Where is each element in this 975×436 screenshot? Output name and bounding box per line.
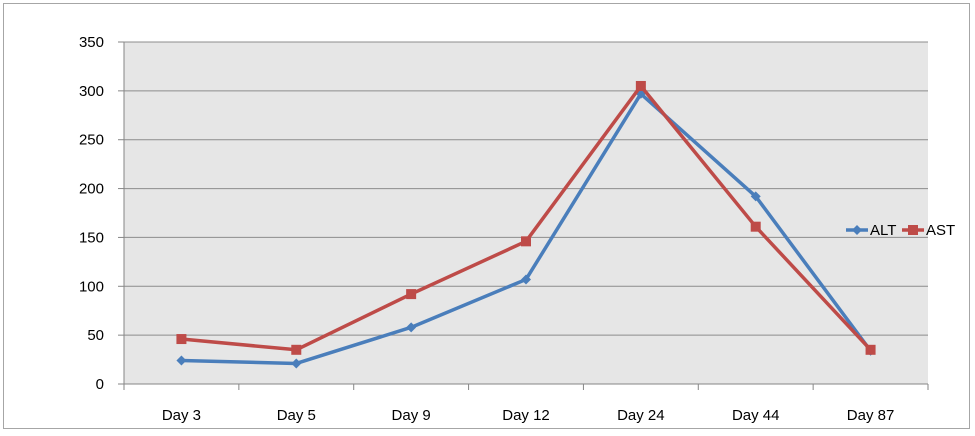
y-tick-label: 0: [96, 376, 104, 393]
data-point-ast: [865, 344, 876, 355]
data-point-ast: [176, 334, 187, 345]
x-tick-label: Day 12: [502, 407, 550, 424]
gridlines: [124, 41, 928, 336]
data-point-alt: [406, 322, 417, 333]
legend-label: ALT: [870, 222, 896, 239]
x-tick-label: Day 9: [392, 407, 431, 424]
y-tick-label: 250: [79, 132, 104, 149]
data-point-ast: [521, 236, 531, 247]
legend-label: AST: [926, 222, 955, 239]
series-ast: [176, 80, 876, 355]
y-tick-label: 350: [79, 34, 104, 51]
legend-marker: [908, 225, 918, 235]
data-point-ast: [406, 289, 417, 300]
y-tick-label: 100: [79, 278, 104, 295]
plot-area: [124, 42, 928, 384]
y-tick-label: 200: [79, 181, 104, 198]
x-tick-label: Day 5: [277, 407, 316, 424]
x-axis: Day 3 Day 5 Day 9 Day 12 Day 24 Day 44 Day 87: [123, 383, 929, 424]
x-tick-label: Day 44: [732, 407, 780, 424]
legend: ALT AST: [846, 222, 955, 239]
legend-marker: [852, 225, 862, 235]
data-point-alt: [176, 355, 187, 366]
data-point-ast: [291, 344, 302, 355]
data-point-alt: [291, 358, 302, 369]
x-tick-label: Day 87: [847, 407, 895, 424]
y-tick-label: 300: [79, 83, 104, 100]
series-layer: [176, 80, 876, 369]
data-point-ast: [635, 80, 646, 91]
x-tick-label: Day 24: [617, 407, 665, 424]
y-tick-label: 150: [79, 229, 104, 246]
data-point-ast: [750, 221, 761, 232]
legend-item-alt: ALT: [846, 222, 896, 239]
data-point-alt: [521, 274, 531, 285]
x-tick-label: Day 3: [162, 407, 201, 424]
legend-item-ast: AST: [902, 222, 955, 239]
y-tick-label: 50: [87, 327, 104, 344]
data-point-alt: [750, 191, 761, 202]
y-axis: 0 50 100 150 200 250 300 350: [79, 34, 125, 393]
